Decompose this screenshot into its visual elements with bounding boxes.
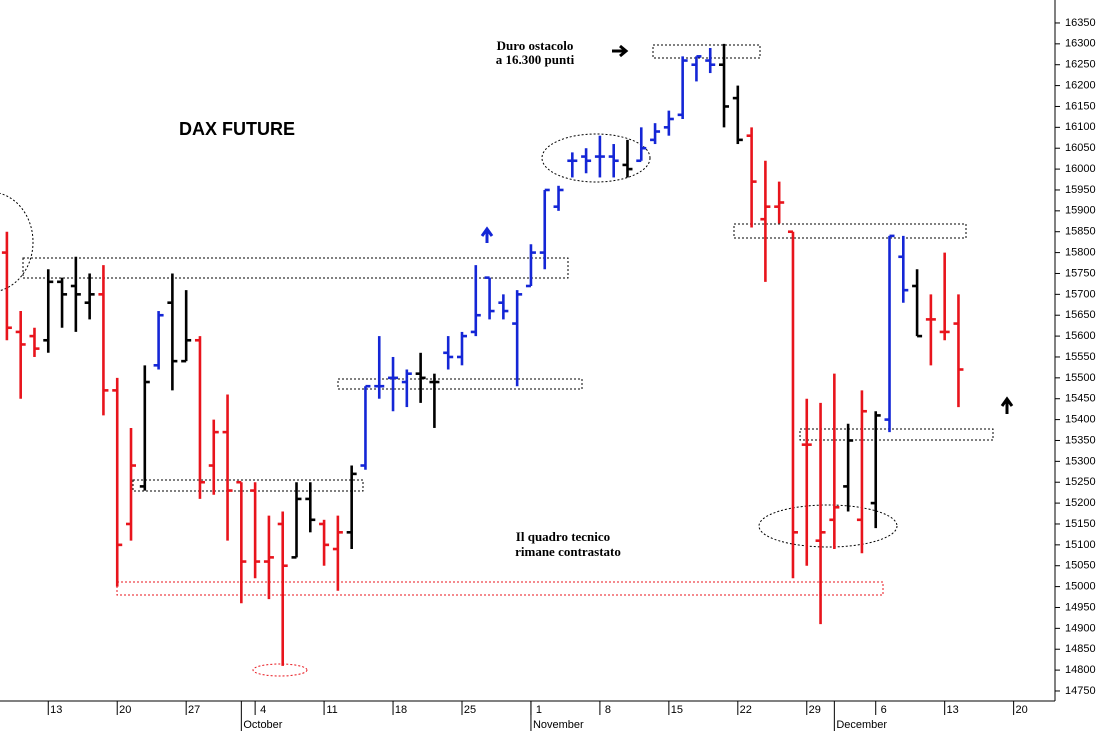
x-tick-label: 13 bbox=[50, 704, 62, 716]
zone bbox=[132, 479, 364, 492]
y-tick-label: 15450 bbox=[1065, 393, 1096, 405]
y-tick-label: 14900 bbox=[1065, 622, 1096, 634]
annotation: a 16.300 punti bbox=[496, 52, 575, 67]
y-tick-label: 15050 bbox=[1065, 560, 1096, 572]
ellipse bbox=[0, 192, 34, 292]
y-tick-label: 15850 bbox=[1065, 226, 1096, 238]
ellipse bbox=[758, 504, 898, 548]
y-tick-label: 15750 bbox=[1065, 267, 1096, 279]
y-tick-label: 16050 bbox=[1065, 142, 1096, 154]
y-tick-label: 15000 bbox=[1065, 581, 1096, 593]
x-tick-label: 15 bbox=[671, 704, 683, 716]
y-tick-label: 15350 bbox=[1065, 434, 1096, 446]
y-tick-label: 15950 bbox=[1065, 184, 1096, 196]
x-tick-label: 8 bbox=[605, 704, 611, 716]
y-tick-label: 16150 bbox=[1065, 100, 1096, 112]
y-tick-label: 15150 bbox=[1065, 518, 1096, 530]
y-tick-label: 14800 bbox=[1065, 664, 1096, 676]
arrow bbox=[1000, 396, 1014, 414]
y-tick-label: 16200 bbox=[1065, 79, 1096, 91]
zone bbox=[22, 257, 569, 279]
annotation: rimane contrastato bbox=[515, 544, 621, 559]
x-tick-label: 29 bbox=[809, 704, 821, 716]
x-tick-label: 20 bbox=[119, 704, 131, 716]
y-tick-label: 15900 bbox=[1065, 205, 1096, 217]
zone bbox=[733, 223, 967, 239]
x-tick-label: 4 bbox=[260, 704, 266, 716]
y-tick-label: 16100 bbox=[1065, 121, 1096, 133]
y-tick-label: 16300 bbox=[1065, 38, 1096, 50]
y-tick-label: 14850 bbox=[1065, 643, 1096, 655]
ellipse bbox=[252, 663, 308, 677]
zone bbox=[337, 378, 583, 390]
x-tick-label: 18 bbox=[395, 704, 407, 716]
x-tick-label: 22 bbox=[740, 704, 752, 716]
zone bbox=[799, 428, 994, 441]
x-tick-label: 27 bbox=[188, 704, 200, 716]
x-tick-label: 20 bbox=[1016, 704, 1028, 716]
y-tick-label: 15650 bbox=[1065, 309, 1096, 321]
ellipse bbox=[541, 133, 651, 183]
month-label: October bbox=[243, 719, 282, 731]
y-tick-label: 14950 bbox=[1065, 601, 1096, 613]
y-tick-label: 15200 bbox=[1065, 497, 1096, 509]
y-tick-label: 15500 bbox=[1065, 372, 1096, 384]
arrow bbox=[480, 226, 494, 243]
x-tick-label: 25 bbox=[464, 704, 476, 716]
y-tick-label: 16250 bbox=[1065, 59, 1096, 71]
annotation: Il quadro tecnico bbox=[516, 529, 610, 544]
y-tick-label: 15300 bbox=[1065, 455, 1096, 467]
month-label: December bbox=[836, 719, 887, 731]
x-tick-label: 11 bbox=[326, 704, 337, 716]
y-tick-label: 15600 bbox=[1065, 330, 1096, 342]
x-tick-label: 6 bbox=[881, 704, 887, 716]
annotation: Duro ostacolo bbox=[497, 38, 574, 53]
y-tick-label: 15700 bbox=[1065, 288, 1096, 300]
annotation-shapes bbox=[0, 44, 1014, 677]
y-tick-label: 15550 bbox=[1065, 351, 1096, 363]
arrow bbox=[612, 44, 629, 58]
y-tick-label: 15400 bbox=[1065, 414, 1096, 426]
x-tick-label: 1 bbox=[536, 704, 542, 716]
chart-title: DAX FUTURE bbox=[179, 119, 295, 139]
y-tick-label: 15800 bbox=[1065, 247, 1096, 259]
y-tick-label: 15100 bbox=[1065, 539, 1096, 551]
y-tick-label: 15250 bbox=[1065, 476, 1096, 488]
zone bbox=[652, 44, 761, 59]
y-tick-label: 16350 bbox=[1065, 17, 1096, 29]
zone bbox=[116, 581, 884, 596]
x-tick-label: 13 bbox=[947, 704, 959, 716]
month-label: November bbox=[533, 719, 584, 731]
y-tick-label: 16000 bbox=[1065, 163, 1096, 175]
y-tick-label: 14750 bbox=[1065, 685, 1096, 697]
